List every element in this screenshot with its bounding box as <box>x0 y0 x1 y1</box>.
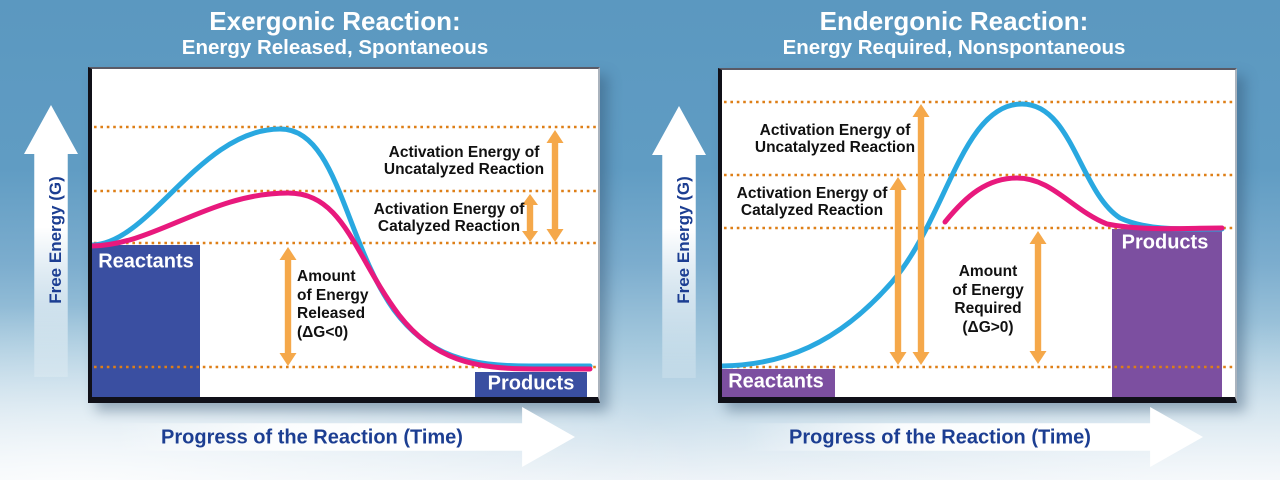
products-box <box>1112 229 1222 397</box>
endergonic-subtitle: Energy Required, Nonspontaneous <box>782 36 1126 59</box>
y-axis-label: Free Energy (G) <box>674 176 693 304</box>
exergonic-subtitle: Energy Released, Spontaneous <box>181 36 489 59</box>
products-label: Products <box>487 372 575 395</box>
x-axis-label: Progress of the Reaction (Time) <box>789 426 1091 449</box>
reactants-label: Reactants <box>98 250 194 273</box>
exergonic-chart-area <box>88 67 600 403</box>
activation-energy-uncatalyzed-label: Activation Energy of Uncatalyzed Reactio… <box>383 144 545 178</box>
uncatalyzed-activation-arrow <box>546 130 564 242</box>
energy-required-arrow <box>1029 231 1047 364</box>
exergonic-title-block: Exergonic Reaction: Energy Released, Spo… <box>75 6 595 60</box>
uncatalyzed-curve <box>722 101 1225 369</box>
catalyzed-activation-arrow <box>522 194 538 242</box>
y-axis-label: Free Energy (G) <box>46 176 65 304</box>
x-axis-label: Progress of the Reaction (Time) <box>161 426 463 449</box>
catalyzed-activation-arrow <box>889 177 907 365</box>
reactants-box <box>92 245 200 397</box>
reactants-label: Reactants <box>728 370 824 393</box>
endergonic-plot <box>722 100 1233 397</box>
products-box <box>475 372 587 397</box>
reactants-box <box>722 369 835 397</box>
energy-released-arrow <box>279 247 297 366</box>
activation-energy-catalyzed-label: Activation Energy of Catalyzed Reaction <box>373 201 525 235</box>
energy-released-label: Amount of Energy Released (ΔG<0) <box>297 268 369 341</box>
endergonic-chart-area <box>718 68 1237 403</box>
exergonic-plot <box>92 125 596 397</box>
endergonic-title: Endergonic Reaction: <box>819 6 1089 36</box>
activation-energy-catalyzed-label: Activation Energy of Catalyzed Reaction <box>736 185 888 219</box>
energy-required-label: Amount of Energy Required (ΔG>0) <box>952 263 1024 336</box>
endergonic-title-block: Endergonic Reaction: Energy Required, No… <box>688 6 1220 60</box>
products-label: Products <box>1121 231 1209 254</box>
uncatalyzed-activation-arrow <box>912 104 930 365</box>
catalyzed-curve <box>942 175 1225 232</box>
exergonic-title: Exergonic Reaction: <box>209 6 461 36</box>
catalyzed-curve <box>92 190 593 372</box>
activation-energy-uncatalyzed-label: Activation Energy of Uncatalyzed Reactio… <box>754 122 916 156</box>
